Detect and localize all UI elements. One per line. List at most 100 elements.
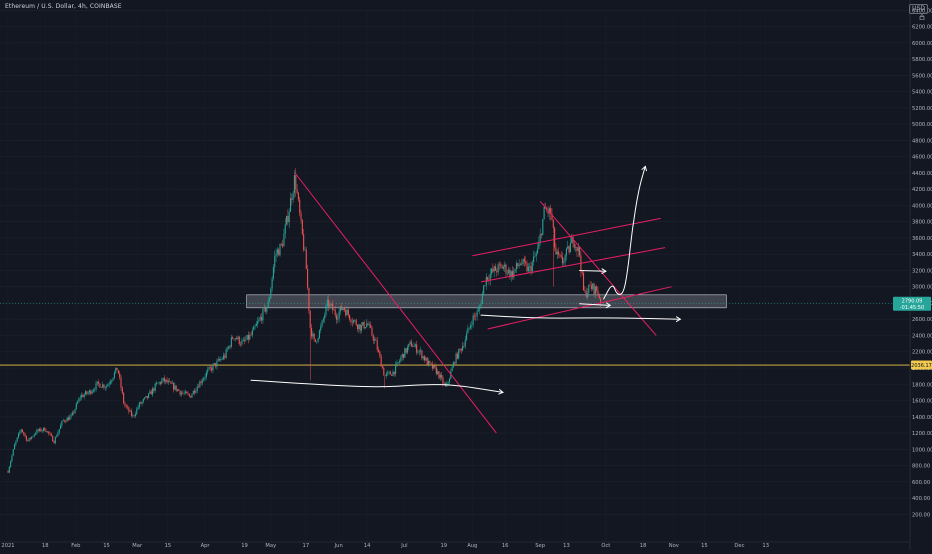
- candle-body: [556, 251, 558, 255]
- candle-body: [98, 381, 100, 384]
- candle-body: [10, 461, 12, 467]
- candle-body: [463, 345, 465, 347]
- candle-body: [430, 362, 432, 364]
- candle-body: [200, 381, 202, 383]
- candle-body: [325, 306, 327, 316]
- candle-body: [146, 396, 148, 398]
- candle-body: [204, 376, 206, 379]
- candle-body: [165, 379, 167, 382]
- candle-body: [410, 341, 412, 347]
- candle-body: [554, 227, 556, 248]
- candle-body: [581, 271, 583, 274]
- candle-body: [585, 290, 587, 298]
- candle-body: [526, 263, 528, 272]
- last-price-label: 2790.09: [902, 299, 923, 305]
- candle-body: [129, 410, 131, 412]
- candle-body: [271, 278, 273, 289]
- candle-body: [313, 333, 315, 340]
- candle-body: [473, 315, 476, 317]
- x-tick-label: 16: [502, 543, 509, 549]
- candle-body: [284, 224, 286, 234]
- candle-body: [317, 338, 319, 342]
- candle-body: [405, 348, 407, 353]
- candle-body: [92, 389, 94, 392]
- candle-body: [296, 189, 298, 193]
- candle-body: [263, 306, 265, 309]
- candle-body: [74, 409, 76, 414]
- candle-body: [246, 334, 248, 340]
- time-axis: 2021 18 Feb 15 Mar 15 Apr 19 May 17 Jun 14 Jul 19 Aug 1…: [0, 541, 910, 549]
- zone-layer: [0, 294, 910, 366]
- candle-body: [509, 269, 511, 278]
- candle-body: [121, 387, 123, 394]
- candle-body: [24, 434, 26, 437]
- candle-body: [355, 320, 357, 326]
- candle-body: [561, 256, 564, 264]
- candle-body: [304, 249, 306, 251]
- y-tick-label: 5600.00: [912, 73, 932, 79]
- candle-body: [20, 429, 22, 432]
- y-tick-label: 1600.00: [912, 399, 932, 405]
- candle-body: [292, 192, 294, 200]
- candle-body: [514, 268, 516, 271]
- candle-body: [301, 219, 303, 235]
- candle-body: [25, 436, 27, 441]
- candle-body: [56, 436, 58, 438]
- candle-body: [194, 390, 196, 393]
- candle-body: [535, 253, 537, 257]
- candle-body: [8, 466, 10, 473]
- candles: [7, 168, 602, 474]
- candle-body: [224, 355, 226, 358]
- candle-body: [268, 298, 271, 301]
- arrowhead: [601, 268, 607, 274]
- candle-body: [559, 254, 561, 256]
- candle-body: [389, 371, 391, 375]
- candle-body: [153, 388, 155, 391]
- candle-body: [565, 248, 567, 256]
- candle-body: [144, 397, 146, 400]
- y-tick-label: 3200.00: [912, 268, 932, 274]
- candle-body: [510, 271, 512, 278]
- currency-label[interactable]: USD: [909, 4, 928, 14]
- candle-body: [38, 428, 41, 431]
- candle-body: [305, 249, 307, 270]
- candle-body: [564, 255, 566, 262]
- candle-body: [17, 433, 20, 438]
- lock-icon[interactable]: [919, 14, 925, 20]
- candle-body: [316, 341, 318, 343]
- candle-body: [314, 339, 317, 342]
- candle-body: [384, 375, 386, 376]
- candle-body: [584, 289, 586, 291]
- candle-body: [480, 303, 482, 307]
- candle-body: [328, 299, 330, 307]
- candle-body: [220, 359, 222, 361]
- candle-body: [429, 360, 431, 363]
- candle-body: [539, 234, 541, 242]
- candle-body: [130, 410, 133, 416]
- x-tick-label: Dec: [734, 543, 744, 549]
- x-tick-label: May: [265, 543, 276, 549]
- candle-body: [395, 364, 397, 374]
- candle-body: [211, 367, 213, 371]
- candle-body: [589, 284, 591, 286]
- candle-body: [358, 324, 360, 329]
- candle-body: [134, 413, 137, 416]
- candle-body: [41, 430, 43, 432]
- candle-body: [370, 324, 372, 328]
- candle-body: [78, 398, 80, 402]
- candle-body: [14, 444, 16, 450]
- countdown-label: -01:45:50: [900, 305, 924, 311]
- candle-body: [500, 264, 502, 266]
- candle-body: [550, 208, 552, 214]
- candle-body: [212, 364, 214, 371]
- candle-body: [308, 287, 310, 311]
- candle-body: [7, 471, 9, 473]
- candle-body: [508, 269, 510, 274]
- candle-body: [259, 317, 261, 320]
- candle-body: [592, 283, 594, 289]
- candle-body: [521, 263, 523, 265]
- candle-body: [111, 380, 113, 382]
- candle-body: [408, 343, 410, 348]
